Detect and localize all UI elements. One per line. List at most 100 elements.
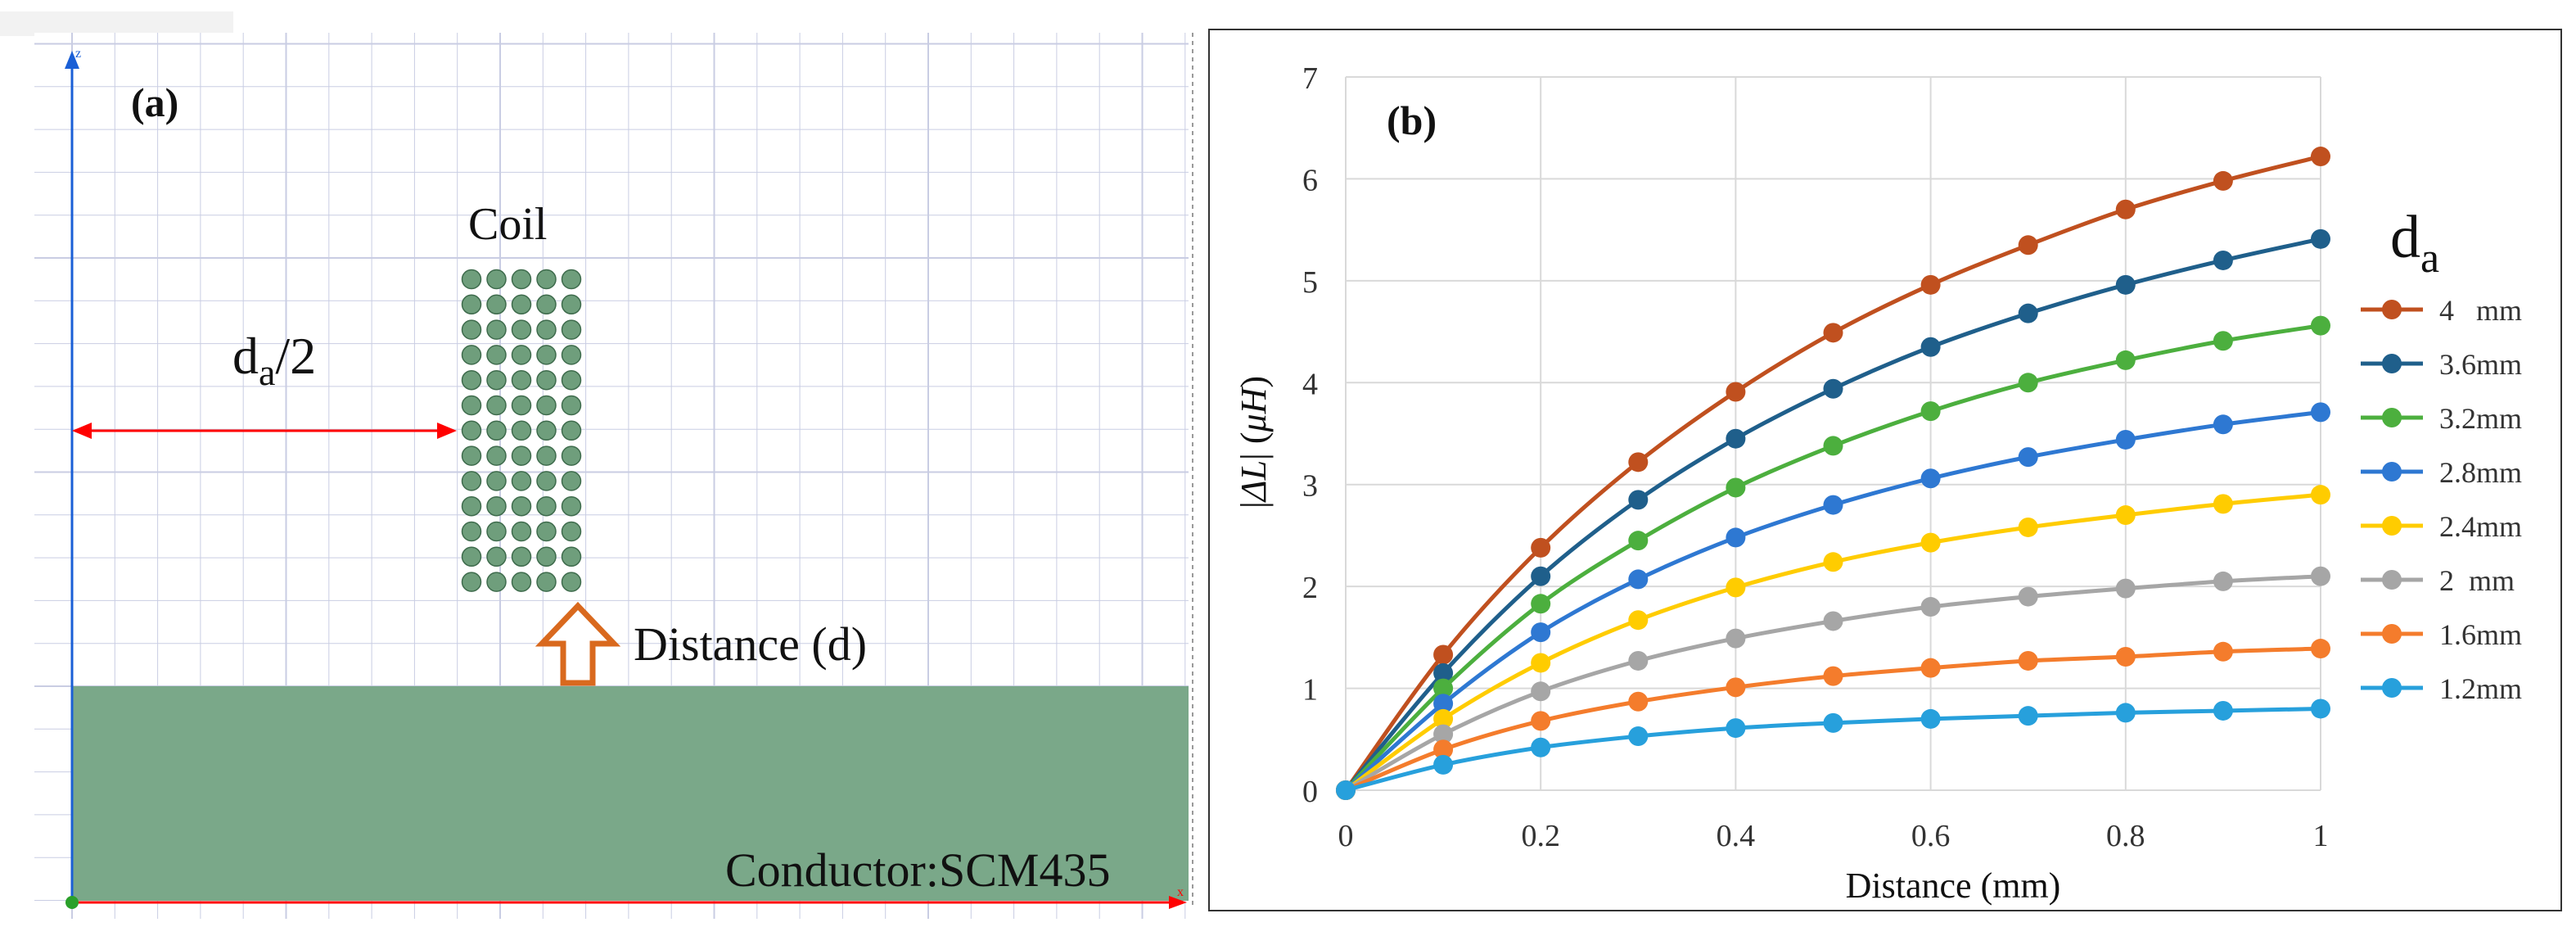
coil-turn (486, 471, 507, 491)
coil-turn (461, 319, 482, 340)
data-point (2311, 315, 2330, 336)
series-line (1343, 154, 2321, 792)
data-point (2115, 646, 2136, 667)
coil-turn (511, 369, 532, 391)
data-point (1726, 677, 1746, 698)
coil-turn (561, 420, 582, 441)
data-point (2311, 699, 2330, 719)
data-point (1628, 490, 1649, 510)
coil-turn (486, 420, 507, 441)
data-point (1531, 711, 1551, 731)
coil-turn (511, 572, 532, 592)
data-point (1726, 477, 1746, 498)
y-tick-label: 0 (1302, 775, 1318, 809)
data-point (2213, 571, 2233, 591)
data-point (1433, 754, 1454, 775)
x-axis-title: Distance (mm) (1846, 866, 2061, 906)
radius-label-subscript: a (259, 351, 275, 393)
coil-turn (511, 345, 532, 365)
data-point (2311, 228, 2330, 249)
y-tick-label: 2 (1302, 571, 1318, 605)
data-point (2213, 170, 2233, 191)
coil-turn (461, 395, 482, 416)
legend-swatch-marker (2382, 516, 2402, 536)
panel-a: z x Coil da/2 Distance (d) Conductor:SCM… (0, 11, 1193, 919)
legend-item: 1.2mm (2361, 672, 2522, 705)
coil-turn (511, 395, 532, 416)
coil-turn (561, 319, 582, 340)
data-point (2018, 650, 2038, 671)
data-point (1920, 274, 1941, 295)
coil-turn (536, 521, 557, 542)
coil-turn (486, 495, 507, 517)
data-point (1920, 401, 1941, 422)
coil-turn (561, 495, 582, 517)
data-point (2311, 147, 2330, 167)
coil-turn (486, 572, 507, 592)
data-point (1433, 662, 1454, 683)
coil-turn (561, 294, 582, 315)
data-point (2018, 517, 2038, 537)
data-point (2115, 505, 2136, 526)
y-axis-title: |ΔL| (μH) (1234, 376, 1274, 509)
coil-turn (511, 445, 532, 466)
y-title-bar-left: | (1234, 501, 1274, 509)
coil-turn (486, 445, 507, 466)
coil-turn (511, 546, 532, 567)
coil-turn (536, 471, 557, 491)
legend-swatch-marker (2382, 300, 2402, 319)
coil-turn (486, 395, 507, 416)
x-tick-label: 0.2 (1521, 819, 1560, 853)
coil-turn (511, 319, 532, 340)
coil-turn (511, 420, 532, 441)
coil-turn (511, 269, 532, 290)
coil-turn (536, 269, 557, 290)
data-point (2115, 578, 2136, 599)
data-point (2018, 706, 2038, 726)
legend-label: 2.8mm (2439, 456, 2522, 489)
y-tick-label: 3 (1302, 469, 1318, 504)
coil-turn (511, 294, 532, 315)
legend-label: 3.6mm (2439, 348, 2522, 381)
y-title-bar-right: | ( (1234, 432, 1274, 459)
legend-swatch-marker (2382, 462, 2402, 482)
legend-title-subscript: a (2420, 235, 2439, 282)
x-tick-label: 0 (1338, 819, 1354, 853)
data-point (1726, 428, 1746, 449)
data-point (1628, 691, 1649, 712)
x-tick-label: 0.8 (2106, 819, 2145, 853)
data-point (1920, 708, 1941, 729)
data-point (1726, 718, 1746, 739)
series-2mm (1336, 566, 2330, 800)
data-point (2311, 566, 2330, 586)
radius-label-main: d (232, 327, 259, 385)
data-point (1920, 658, 1941, 678)
coil-turn (461, 294, 482, 315)
data-point (1433, 739, 1454, 760)
z-axis-label: z (75, 47, 81, 61)
coil-turn (511, 495, 532, 517)
y-tick-label: 5 (1302, 265, 1318, 300)
data-point (2018, 235, 2038, 255)
data-point (2213, 331, 2233, 351)
data-point (1531, 681, 1551, 702)
x-tick-labels: 0 0.2 0.4 0.6 0.8 1 (1338, 819, 2329, 853)
data-point (1823, 436, 1843, 456)
legend-swatch-marker (2382, 408, 2402, 427)
y-title-close: ) (1234, 376, 1274, 388)
legend-label: 1.2mm (2439, 672, 2522, 705)
data-point (2311, 402, 2330, 423)
data-point (1823, 712, 1843, 733)
x-tick-label: 0.6 (1911, 819, 1951, 853)
coil-turn (461, 345, 482, 365)
origin-point (65, 896, 79, 909)
legend-item: 4 mm (2361, 294, 2522, 327)
data-point (1531, 537, 1551, 558)
data-point (1823, 495, 1843, 515)
data-point (1433, 694, 1454, 714)
coil-turn (561, 345, 582, 365)
coil-turn (486, 546, 507, 567)
legend-label: 2.4mm (2439, 510, 2522, 543)
x-axis-label: x (1177, 885, 1184, 899)
